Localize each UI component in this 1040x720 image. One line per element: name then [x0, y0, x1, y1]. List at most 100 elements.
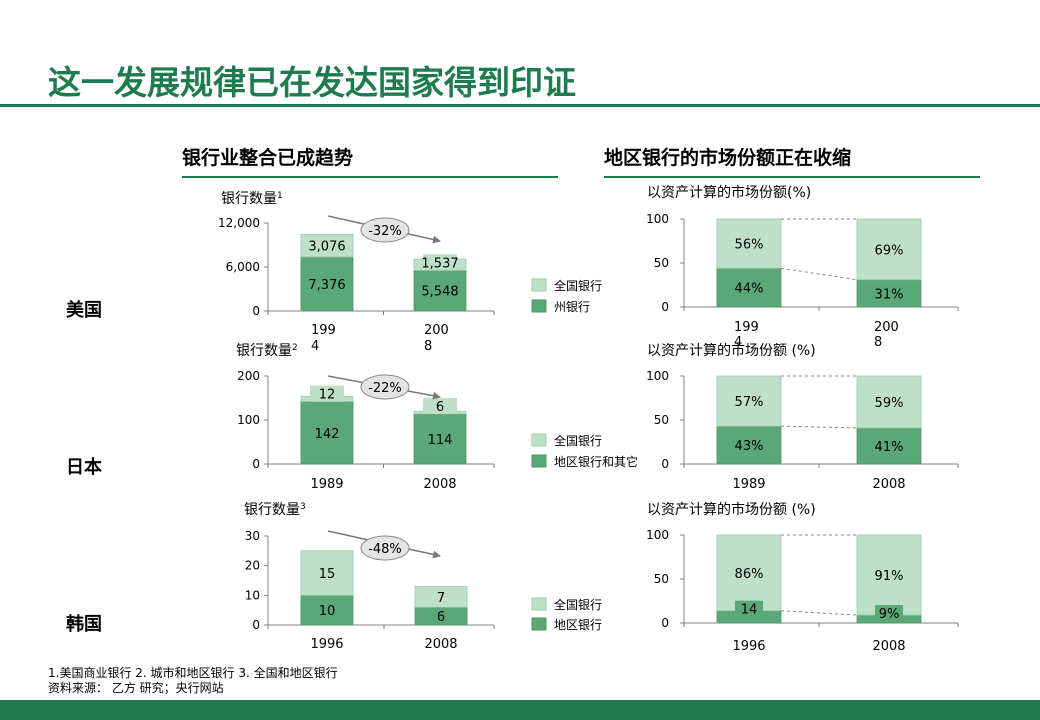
- x-category-label: 1996: [732, 639, 765, 654]
- bar-全国银行-1994: [716, 218, 782, 269]
- legend-swatch-地区银行和其它: [531, 454, 547, 468]
- chart-kr-share: 以资产计算的市场份额 (%) 0 50 100 14 86% 1996 9% 91% 2008: [646, 501, 959, 654]
- legend-label-全国银行: 全国银行: [554, 597, 602, 612]
- y-tick-label: 200: [237, 369, 260, 383]
- chart-title-footnote-mark: 3: [300, 502, 306, 512]
- bar-全国银行-1996: [300, 550, 354, 596]
- x-category-label: 1989: [732, 477, 765, 492]
- share-connector: [780, 610, 858, 616]
- footnote-source: 资料来源： 乙方 研究；央行网站: [48, 681, 224, 695]
- value-label-地区银行-1989: 43%: [735, 439, 764, 454]
- left-section-heading: 银行业整合已成趋势: [182, 147, 354, 169]
- share-connector: [780, 425, 858, 429]
- x-category-label: 2008: [424, 637, 457, 652]
- y-tick-label: 0: [252, 457, 260, 471]
- footnote-definitions: 1.美国商业银行 2. 城市和地区银行 3. 全国和地区银行: [48, 666, 338, 680]
- y-tick-label: 0: [661, 457, 669, 471]
- left-section-rule: [182, 176, 558, 178]
- value-label-地区银行-1994: 44%: [735, 282, 764, 297]
- chart-title-us-count: 银行数量1: [221, 191, 283, 207]
- bar-全国银行-2008: [856, 375, 922, 429]
- value-label-全国银行-2008: 7: [437, 591, 445, 606]
- x-category-label: 199: [311, 323, 336, 338]
- y-tick-label: 20: [245, 559, 260, 573]
- chart-jp-count: 银行数量2 0 100 200 142 12 1989 114 6 2008 -22% 全国银行地区银…: [236, 343, 638, 492]
- change-label: -22%: [368, 381, 402, 396]
- right-section-heading: 地区银行的市场份额正在收缩: [604, 147, 852, 169]
- y-tick-label: 100: [646, 369, 669, 383]
- legend-label-地区银行和其它: 地区银行和其它: [554, 454, 638, 469]
- change-label: -32%: [368, 224, 402, 239]
- share-connector: [780, 267, 858, 281]
- x-category-label: 1996: [310, 637, 343, 652]
- legend-label-全国银行: 全国银行: [554, 433, 602, 448]
- bar-全国银行-1989: [716, 375, 782, 427]
- value-label-地区银行-2008: 9%: [879, 607, 900, 622]
- x-category-label: 200: [424, 323, 449, 338]
- value-label-地区银行-1996: 14: [741, 603, 758, 618]
- x-category-label: 199: [734, 320, 759, 335]
- value-label-州银行-1994: 7,376: [308, 278, 345, 293]
- y-tick-label: 100: [646, 212, 669, 226]
- chart-title-jp-count: 银行数量2: [236, 343, 298, 359]
- chart-jp-share: 以资产计算的市场份额 (%) 0 50 100 43% 57% 1989 41% 59% 2008: [646, 342, 959, 492]
- page-title: 这一发展规律已在发达国家得到印证: [48, 63, 576, 102]
- y-tick-label: 30: [245, 529, 260, 543]
- value-label-地区银行-1996: 10: [319, 604, 336, 619]
- value-label-全国银行-2008: 1,537: [421, 256, 458, 271]
- y-tick-label: 50: [654, 413, 669, 427]
- country-label-japan: 日本: [66, 457, 102, 478]
- value-label-box: [423, 397, 457, 414]
- legend-swatch-州银行: [531, 299, 547, 313]
- footnotes: 1.美国商业银行 2. 城市和地区银行 3. 全国和地区银行 资料来源： 乙方 …: [48, 666, 338, 696]
- bar-地区银行-1994: [716, 267, 782, 308]
- legend-swatch-地区银行: [531, 617, 547, 631]
- legend-label-州银行: 州银行: [554, 300, 590, 314]
- change-badge: [360, 217, 410, 243]
- change-label: -48%: [368, 542, 402, 557]
- value-label-州银行-2008: 5,548: [421, 285, 458, 300]
- value-label-全国银行-2008: 6: [436, 400, 444, 415]
- x-category-label: 4: [734, 335, 742, 350]
- change-badge: [360, 535, 410, 561]
- y-tick-label: 100: [646, 528, 669, 542]
- value-label-box: [423, 254, 457, 271]
- value-label-全国银行-1989: 57%: [735, 395, 764, 410]
- y-tick-label: 0: [661, 300, 669, 314]
- bar-地区银行-1996: [300, 594, 354, 626]
- bar-全国银行-2008: [414, 586, 468, 608]
- chart-title-kr-count: 银行数量3: [244, 502, 306, 518]
- x-category-label: 8: [874, 335, 882, 350]
- change-badge: [360, 374, 410, 400]
- value-label-全国银行-1989: 12: [319, 388, 336, 403]
- legend-label-地区银行: 地区银行: [554, 618, 602, 632]
- bar-地区银行-1989: [716, 425, 782, 465]
- legend-swatch-全国银行: [531, 597, 547, 611]
- x-category-label: 2008: [872, 477, 905, 492]
- bar-全国银行-1996: [716, 534, 782, 612]
- value-label-全国银行-2008: 69%: [875, 243, 904, 258]
- bar-全国银行-2008: [856, 534, 922, 616]
- x-category-label: 2008: [872, 639, 905, 654]
- chart-title-us-share: 以资产计算的市场份额(%): [647, 184, 811, 201]
- y-tick-label: 50: [654, 572, 669, 586]
- chart-title-kr-share: 以资产计算的市场份额 (%): [647, 501, 816, 518]
- value-label-box: [310, 385, 344, 402]
- chart-title-jp-share: 以资产计算的市场份额 (%): [647, 342, 816, 359]
- chart-title-footnote-mark: 1: [277, 191, 283, 201]
- bar-全国银行-1994: [300, 233, 354, 258]
- x-category-label: 4: [311, 339, 319, 354]
- value-label-全国银行-1994: 3,076: [308, 240, 345, 255]
- bar-地区银行和其它-1989: [300, 401, 354, 465]
- country-label-us: 美国: [66, 300, 102, 321]
- value-label-box: [735, 600, 763, 617]
- x-category-label: 1989: [310, 477, 343, 492]
- bar-州银行-2008: [413, 269, 467, 312]
- value-label-全国银行-1994: 56%: [735, 238, 764, 253]
- value-label-地区银行-2008: 6: [437, 610, 445, 625]
- value-label-地区银行和其它-1989: 142: [315, 427, 340, 442]
- legend-swatch-全国银行: [531, 433, 547, 447]
- value-label-全国银行-2008: 59%: [875, 396, 904, 411]
